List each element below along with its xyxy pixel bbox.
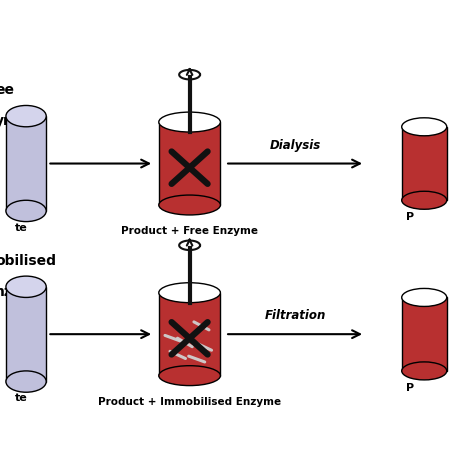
Text: Product + Immobilised Enzyme: Product + Immobilised Enzyme — [98, 397, 281, 407]
Ellipse shape — [6, 371, 46, 392]
Text: Product + Free Enzyme: Product + Free Enzyme — [121, 227, 258, 237]
Text: te: te — [15, 393, 27, 403]
Text: obilised: obilised — [0, 254, 56, 268]
Text: nzyme: nzyme — [0, 284, 46, 299]
Bar — [402, 127, 447, 200]
Ellipse shape — [402, 118, 447, 136]
Text: yme: yme — [0, 114, 28, 128]
Ellipse shape — [402, 288, 447, 307]
Text: ee: ee — [0, 83, 14, 97]
Bar — [6, 287, 46, 382]
Bar — [402, 298, 447, 371]
Ellipse shape — [402, 191, 447, 210]
Bar — [159, 122, 220, 205]
Text: Filtration: Filtration — [264, 310, 326, 322]
Ellipse shape — [159, 366, 220, 386]
Ellipse shape — [402, 362, 447, 380]
Text: P: P — [406, 212, 414, 222]
Ellipse shape — [6, 106, 46, 127]
Text: P: P — [406, 383, 414, 393]
Ellipse shape — [6, 200, 46, 221]
Text: te: te — [15, 223, 27, 233]
Ellipse shape — [159, 283, 220, 303]
Ellipse shape — [159, 112, 220, 132]
Text: Dialysis: Dialysis — [269, 139, 321, 152]
Ellipse shape — [159, 195, 220, 215]
Bar — [6, 116, 46, 211]
Ellipse shape — [6, 276, 46, 298]
Bar — [159, 293, 220, 375]
